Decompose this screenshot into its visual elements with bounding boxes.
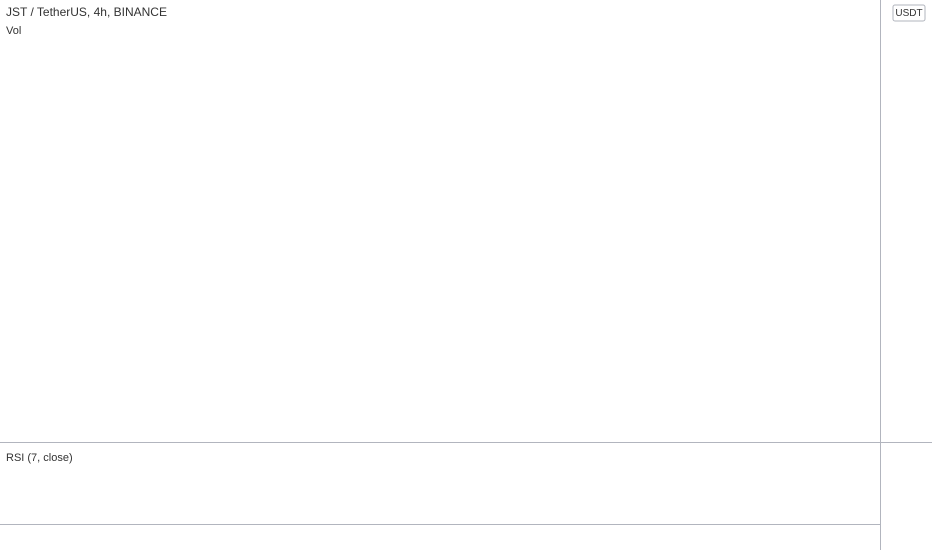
volume-label: Vol	[6, 25, 21, 37]
currency-box[interactable]	[892, 4, 926, 22]
currency-label[interactable]: USDT	[895, 8, 922, 19]
symbol-title: JST / TetherUS, 4h, BINANCE	[6, 5, 167, 19]
rsi-title: RSI (7, close)	[6, 452, 73, 464]
